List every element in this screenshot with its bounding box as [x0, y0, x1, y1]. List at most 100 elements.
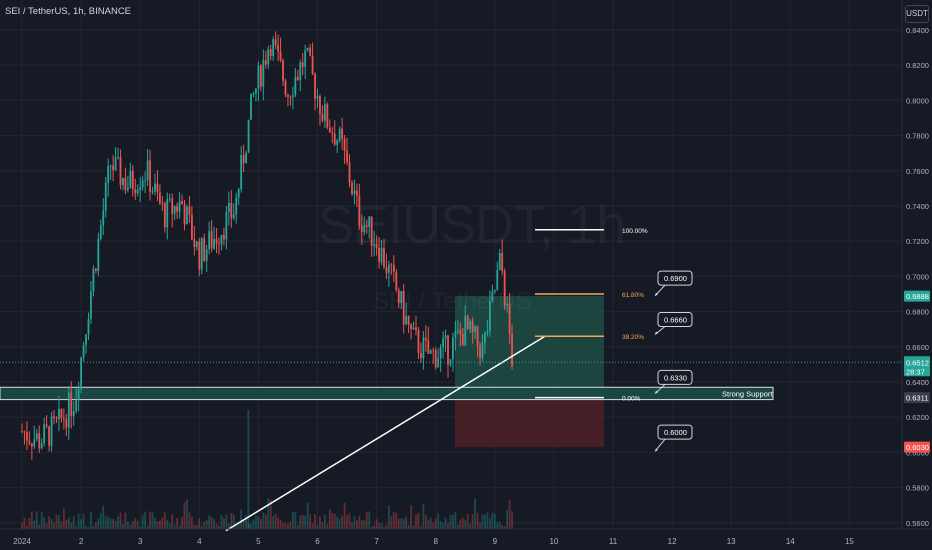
symbol-title[interactable]: SEI / TetherUS, 1h, BINANCE [5, 6, 132, 17]
volume-bar [227, 523, 230, 529]
candle [264, 60, 267, 65]
candle [107, 166, 110, 183]
volume-bar [171, 513, 174, 529]
volume-bar [400, 518, 403, 529]
stop-zone[interactable] [455, 397, 604, 448]
volume-bar [279, 519, 282, 529]
volume-spike [247, 410, 250, 529]
volume-bar [319, 516, 321, 529]
candle [370, 216, 373, 246]
volume-bar [250, 523, 252, 529]
candle [402, 290, 405, 325]
price-callout[interactable] [657, 424, 693, 440]
volume-bar [316, 525, 319, 529]
volume-bar [30, 511, 33, 529]
volume-bar [385, 524, 388, 529]
volume-bar [107, 516, 110, 529]
candle [92, 268, 95, 292]
volume-bar [380, 523, 383, 529]
volume-bar [429, 517, 432, 529]
candle [240, 154, 243, 190]
candle [412, 327, 415, 330]
candle [55, 418, 58, 420]
volume-bar [159, 520, 161, 529]
volume-bar [484, 514, 486, 529]
volume-bar [53, 522, 55, 529]
volume-bar [144, 511, 147, 529]
candle [356, 190, 358, 196]
fib-level-label: 38.20% [622, 334, 644, 341]
volume-bar [255, 515, 257, 529]
candle [65, 419, 68, 428]
volume-bar [402, 518, 405, 529]
volume-bar [193, 524, 196, 529]
volume-bar [274, 514, 277, 529]
volume-bar [432, 523, 435, 529]
volume-bar [183, 502, 186, 529]
volume-bar [166, 519, 169, 529]
target-price-badge-bg [904, 290, 930, 302]
trendline[interactable] [225, 335, 546, 532]
candle [466, 316, 469, 330]
time-axis-label: 6 [315, 537, 320, 546]
volume-bar [343, 502, 346, 529]
candle [503, 271, 506, 306]
volume-bar [427, 519, 430, 529]
volume-bar [259, 518, 262, 529]
candle [126, 187, 129, 190]
price-callout[interactable] [657, 312, 693, 328]
price-callout[interactable] [657, 270, 693, 286]
volume-bar [85, 525, 87, 529]
support-zone[interactable] [0, 386, 774, 401]
candle [154, 183, 156, 192]
candle [388, 264, 390, 273]
time-axis-label: 11 [609, 537, 618, 546]
candle [80, 357, 82, 390]
candle [195, 241, 198, 247]
currency-button[interactable]: USDT [905, 5, 929, 23]
candle [208, 231, 211, 250]
candle [173, 205, 176, 214]
volume-bar [131, 521, 134, 529]
candle [62, 418, 65, 420]
candle [43, 424, 46, 444]
volume-bar [476, 512, 479, 529]
callout-arrowhead [655, 390, 658, 394]
candle [156, 183, 159, 193]
volume-bar [82, 514, 85, 529]
candle [257, 65, 260, 89]
volume-bar [333, 513, 336, 529]
candle [166, 198, 169, 228]
candle [117, 157, 119, 158]
candle [476, 326, 479, 346]
volume-bar [272, 515, 275, 529]
candle [301, 62, 304, 67]
volume-bar [392, 512, 395, 529]
volume-bar [447, 523, 449, 529]
candle [365, 225, 368, 227]
candle [363, 225, 366, 232]
candle [28, 440, 31, 444]
candle [72, 411, 75, 416]
volume-bar [353, 515, 356, 529]
volume-bar [498, 521, 501, 529]
candle [227, 202, 230, 213]
candle [114, 157, 117, 171]
candle [319, 96, 321, 114]
candle [333, 133, 336, 145]
candle [67, 392, 70, 428]
volume-bar [50, 519, 53, 529]
time-axis-label: 9 [493, 537, 498, 546]
candle [102, 210, 105, 226]
target-price-badge: 0.6888 [906, 292, 929, 301]
support-price-badge-bg [904, 392, 930, 404]
price-callout[interactable] [657, 369, 693, 385]
volume-bar [459, 519, 462, 529]
volume-bar [87, 526, 90, 529]
candle [491, 291, 494, 301]
volume-bar [139, 526, 142, 529]
candle [459, 330, 462, 334]
candle [380, 247, 383, 262]
